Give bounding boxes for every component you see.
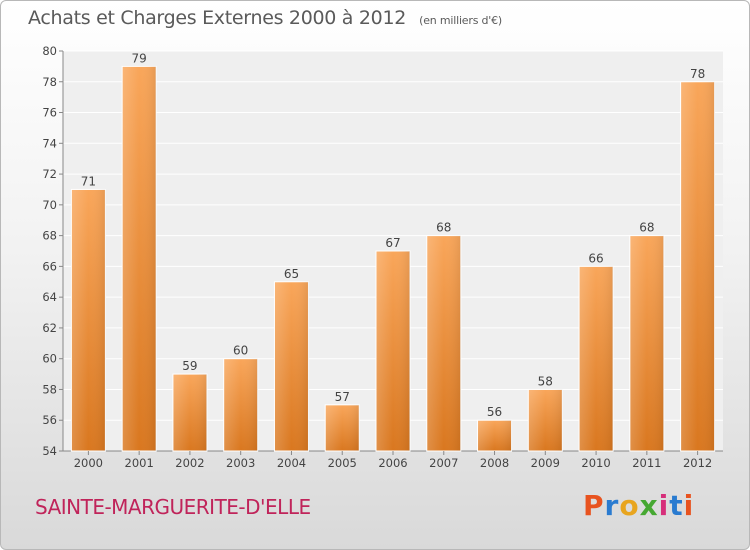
x-tick-label: 2010 [581, 456, 610, 470]
y-tick-label: 64 [42, 290, 57, 304]
logo-letter: i [658, 489, 670, 522]
commune-name: SAINTE-MARGUERITE-D'ELLE [35, 495, 311, 519]
bar-shade [223, 358, 258, 451]
bar-shade [477, 420, 512, 451]
data-label: 68 [639, 221, 654, 235]
y-tick-label: 68 [42, 229, 57, 243]
y-tick-label: 76 [42, 106, 57, 120]
data-label: 59 [182, 359, 197, 373]
y-tick-label: 62 [42, 321, 57, 335]
y-tick-label: 60 [42, 352, 57, 366]
data-label: 68 [436, 221, 451, 235]
chart-title: Achats et Charges Externes 2000 à 2012 (… [28, 7, 502, 29]
logo-letter: P [583, 489, 605, 522]
data-label: 57 [335, 390, 350, 404]
x-tick-label: 2002 [175, 456, 204, 470]
y-tick-label: 66 [42, 259, 57, 273]
x-tick-label: 2009 [531, 456, 560, 470]
bar-shade [274, 281, 309, 451]
x-tick-label: 2011 [632, 456, 661, 470]
y-tick-label: 72 [42, 167, 57, 181]
data-label: 60 [233, 344, 248, 358]
y-tick-label: 78 [42, 75, 57, 89]
logo-letter: r [604, 489, 620, 522]
data-label: 56 [487, 405, 502, 419]
x-tick-label: 2008 [480, 456, 509, 470]
y-tick-label: 74 [42, 136, 57, 150]
x-tick-label: 2006 [378, 456, 407, 470]
data-label: 71 [81, 174, 96, 188]
data-label: 67 [385, 236, 400, 250]
y-tick-label: 80 [42, 44, 57, 58]
logo-letter: i [683, 489, 695, 522]
y-tick-label: 56 [42, 413, 57, 427]
x-tick-label: 2012 [683, 456, 712, 470]
y-tick-label: 58 [42, 382, 57, 396]
x-tick-label: 2000 [74, 456, 103, 470]
bar-shade [629, 235, 664, 451]
logo-letter: t [669, 489, 684, 522]
data-label: 58 [538, 374, 553, 388]
bar-shade [325, 404, 360, 451]
x-tick-label: 2004 [277, 456, 306, 470]
title-unit: (en milliers d'€) [419, 14, 503, 27]
bar-shade [426, 235, 461, 451]
x-tick-label: 2003 [226, 456, 255, 470]
bar-shade [71, 189, 106, 451]
bar-shade [376, 251, 410, 451]
x-tick-label: 2005 [328, 456, 357, 470]
y-tick-label: 70 [42, 198, 57, 212]
y-tick-label: 54 [42, 444, 57, 458]
logo-letter: x [639, 489, 659, 522]
data-label: 66 [588, 251, 603, 265]
bar-shade [680, 81, 715, 452]
data-label: 65 [284, 267, 299, 281]
x-tick-label: 2001 [125, 456, 154, 470]
title-text: Achats et Charges Externes 2000 à 2012 [28, 7, 407, 29]
x-tick-label: 2007 [429, 456, 458, 470]
data-label: 78 [690, 67, 705, 81]
bar-shade [172, 374, 207, 451]
bar-shade [528, 389, 563, 451]
data-label: 79 [132, 51, 147, 65]
logo-letter: o [619, 489, 640, 522]
bar-shade [579, 266, 614, 451]
bar-shade [122, 66, 157, 451]
proxiti-logo: Proxiti [583, 489, 694, 522]
